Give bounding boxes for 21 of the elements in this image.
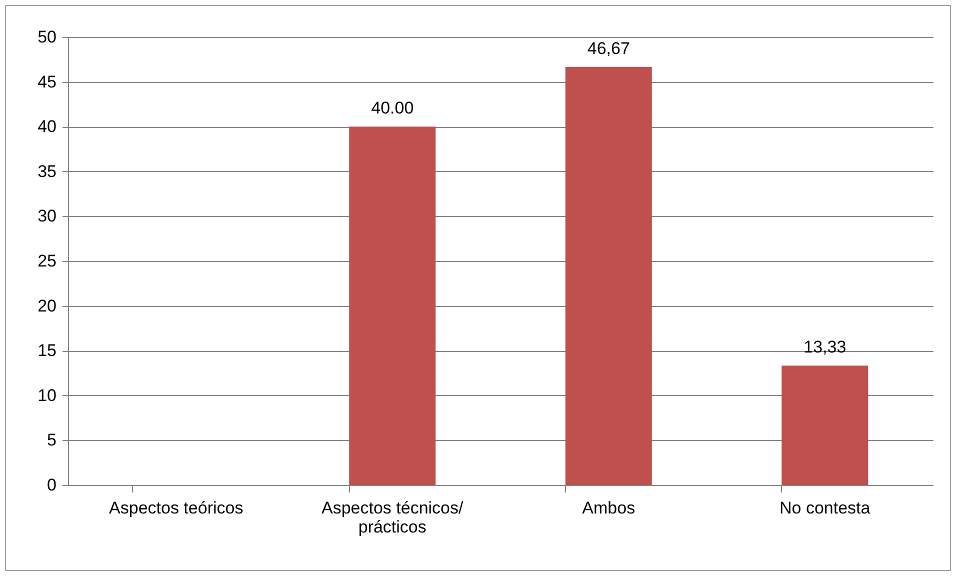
y-tick-label: 35	[38, 162, 56, 181]
y-tick-label: 15	[38, 341, 56, 360]
x-tick-label: No contesta	[780, 498, 871, 518]
bar	[349, 126, 436, 485]
y-tick-label: 0	[47, 476, 56, 494]
y-tick-label: 30	[38, 206, 56, 226]
data-label: 40.00	[371, 98, 414, 118]
bar	[565, 66, 652, 485]
data-label: 13,33	[804, 338, 846, 357]
y-tick-label: 20	[38, 296, 56, 316]
x-tick-label: Aspectos técnicos/ prácticos	[322, 498, 464, 536]
y-tick-label: 25	[38, 252, 56, 270]
y-tick-label: 40	[38, 117, 56, 136]
x-tick-label: Ambos	[582, 498, 636, 518]
y-tick-label: 45	[38, 72, 56, 92]
bar	[782, 366, 868, 485]
data-label: 46,67	[587, 38, 630, 58]
x-tick-label: Aspectos teóricos	[109, 498, 244, 518]
y-tick-label: 10	[38, 386, 56, 405]
y-tick-label: 50	[38, 28, 56, 46]
y-tick-label: 5	[47, 430, 56, 450]
